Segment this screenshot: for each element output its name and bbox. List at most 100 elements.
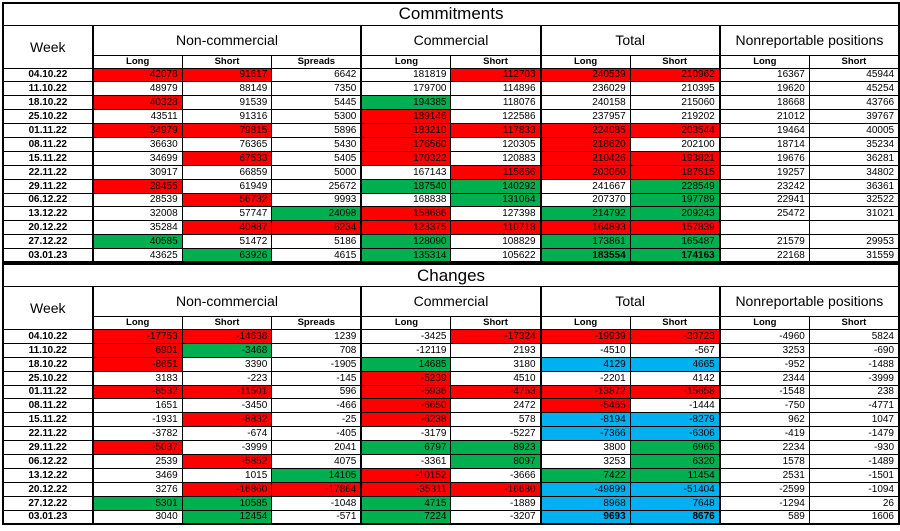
value-cell: -3207 xyxy=(450,509,542,525)
value-cell: 63926 xyxy=(181,248,273,263)
value-cell: -3425 xyxy=(360,328,452,344)
col-c-long: Long xyxy=(360,315,452,330)
value-cell: -12119 xyxy=(360,342,452,358)
group-total: Total xyxy=(539,24,721,56)
value-cell: 18668 xyxy=(718,95,810,111)
value-cell: 30917 xyxy=(91,164,183,180)
value-cell: 91539 xyxy=(181,95,273,111)
value-cell: -3450 xyxy=(181,398,273,414)
value-cell: 4615 xyxy=(271,248,362,263)
col-nc-long: Long xyxy=(91,315,183,330)
table-row: 20.12.22 35284 40887 6234 123375 110718 164893… xyxy=(2,220,900,236)
table-row: 29.11.22 28455 61949 25672 187540 140292 24166… xyxy=(2,178,900,194)
value-cell: 1047 xyxy=(808,412,900,428)
value-cell: 237957 xyxy=(539,109,631,125)
table-row: 06.12.22 2539 -5852 4075 -3361 8097 3253 6320 15… xyxy=(2,453,900,469)
value-cell: -13872 xyxy=(539,384,631,400)
value-cell: -35311 xyxy=(360,481,452,497)
value-cell: 179700 xyxy=(360,81,452,97)
value-cell: 5445 xyxy=(271,95,362,111)
value-cell: -5465 xyxy=(539,398,631,414)
value-cell: -952 xyxy=(718,356,810,372)
value-cell: 57747 xyxy=(181,206,273,222)
table-row: 11.10.22 6901 -3468 708 -12119 2193 -4510 -567 3… xyxy=(2,342,900,358)
value-cell: 18714 xyxy=(718,136,810,152)
value-cell: -17864 xyxy=(271,481,362,497)
value-cell: 28455 xyxy=(91,178,183,194)
value-cell: 36630 xyxy=(91,136,183,152)
col-t-short: Short xyxy=(629,315,721,330)
group-header-row: Week Non-commercial Commercial Total Non… xyxy=(2,24,900,69)
value-cell: 127398 xyxy=(450,206,542,222)
value-cell: 120883 xyxy=(450,150,542,166)
value-cell: 128090 xyxy=(360,234,452,250)
value-cell: 123375 xyxy=(360,220,452,236)
commitments-body: 04.10.22 42078 91617 6642 181819 112703 240539… xyxy=(2,67,900,263)
value-cell: -2201 xyxy=(539,370,631,386)
value-cell: -1501 xyxy=(808,467,900,483)
table-row: 08.11.22 1651 -3450 -466 -6650 2472 -5465 -1444… xyxy=(2,398,900,414)
col-nc-short: Short xyxy=(181,54,273,69)
value-cell: 210426 xyxy=(539,150,631,166)
table-row: 04.10.22 -17753 -14638 1239 -3425 -17324 -1993… xyxy=(2,328,900,344)
week-cell: 03.01.23 xyxy=(2,509,94,525)
week-cell: 22.11.22 xyxy=(2,426,94,442)
value-cell: 23242 xyxy=(718,178,810,194)
group-nonreportable: Nonreportable positions xyxy=(718,285,900,317)
value-cell: -19939 xyxy=(539,328,631,344)
value-cell: 962 xyxy=(718,412,810,428)
value-cell: 91617 xyxy=(181,67,273,83)
value-cell: 8923 xyxy=(450,440,542,455)
value-cell: -4753 xyxy=(450,384,542,400)
value-cell: -8651 xyxy=(91,356,183,372)
week-cell: 08.11.22 xyxy=(2,398,94,414)
value-cell: 39767 xyxy=(808,109,900,125)
value-cell: -3179 xyxy=(360,426,452,442)
value-cell: 165487 xyxy=(629,234,721,250)
value-cell: 2193 xyxy=(450,342,542,358)
value-cell: 168838 xyxy=(360,192,452,208)
week-cell: 11.10.22 xyxy=(2,342,94,358)
col-nr-long: Long xyxy=(718,54,810,69)
value-cell: 5186 xyxy=(271,234,362,250)
value-cell: 4665 xyxy=(629,356,721,372)
value-cell: 2472 xyxy=(450,398,542,414)
table-row: 13.12.22 32008 57747 24098 158686 127398 21479… xyxy=(2,206,900,222)
value-cell: 61949 xyxy=(181,178,273,194)
value-cell: 40328 xyxy=(91,95,183,111)
value-cell: -1048 xyxy=(271,495,362,511)
value-cell: 40005 xyxy=(808,123,900,138)
col-nc-spreads: Spreads xyxy=(271,54,362,69)
group-commercial: Commercial xyxy=(360,24,542,56)
value-cell: 214792 xyxy=(539,206,631,222)
value-cell: 31559 xyxy=(808,248,900,263)
value-cell: 66859 xyxy=(181,164,273,180)
week-header: Week xyxy=(2,285,94,330)
value-cell: 45944 xyxy=(808,67,900,83)
value-cell: 7648 xyxy=(629,495,721,511)
value-cell: 164893 xyxy=(539,220,631,236)
table-row: 01.11.22 -8532 -11501 596 -5936 -4753 -13872 -1… xyxy=(2,384,900,400)
week-cell: 20.12.22 xyxy=(2,220,94,236)
table-row: 04.10.22 42078 91617 6642 181819 112703 240539… xyxy=(2,67,900,83)
value-cell: 36361 xyxy=(808,178,900,194)
week-cell: 18.10.22 xyxy=(2,95,94,111)
table-row: 20.12.22 3276 -16860 -17864 -35311 -16680 -498… xyxy=(2,481,900,497)
week-cell: 13.12.22 xyxy=(2,206,94,222)
value-cell: -4771 xyxy=(808,398,900,414)
value-cell: 197789 xyxy=(629,192,721,208)
value-cell: 48979 xyxy=(91,81,183,97)
value-cell: 24098 xyxy=(271,206,362,222)
changes-table: Changes Week Non-commercial Commercial T… xyxy=(2,263,900,525)
value-cell: 3180 xyxy=(450,356,542,372)
value-cell: -17324 xyxy=(450,328,542,344)
value-cell: 193821 xyxy=(629,150,721,166)
value-cell: 3040 xyxy=(91,509,183,525)
value-cell: 28539 xyxy=(91,192,183,208)
value-cell: 43511 xyxy=(91,109,183,125)
value-cell: 35234 xyxy=(808,136,900,152)
value-cell: 76365 xyxy=(181,136,273,152)
value-cell: 29953 xyxy=(808,234,900,250)
changes-body: 04.10.22 -17753 -14638 1239 -3425 -17324 -1993… xyxy=(2,328,900,525)
